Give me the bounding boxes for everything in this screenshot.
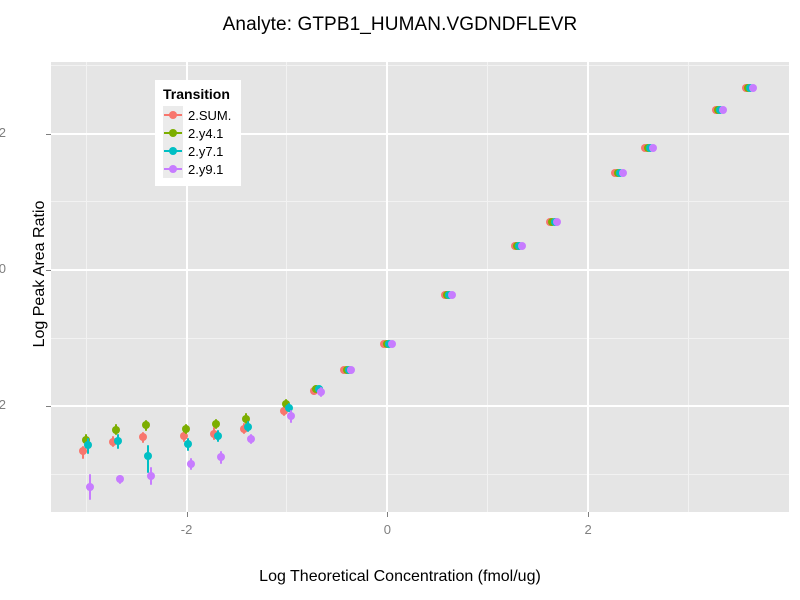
data-point [553,217,562,226]
data-point [618,169,627,178]
x-axis-tick-mark [588,512,590,517]
data-point [86,482,95,491]
data-point [216,452,225,461]
data-point [287,411,296,420]
data-point [184,439,193,448]
data-point [181,424,190,433]
data-point [387,340,396,349]
data-point [648,143,657,152]
legend-key-icon [163,124,183,142]
data-point [113,437,122,446]
legend-key-icon [163,142,183,160]
data-point [246,435,255,444]
data-point [139,433,148,441]
data-point [239,424,248,433]
gridline-minor-horizontal [51,474,789,475]
y-axis-tick-mark [46,406,51,408]
gridline-major-horizontal [51,132,789,135]
data-point [143,452,152,461]
x-axis-tick-label: -2 [180,522,193,537]
gridline-minor-vertical [688,62,690,512]
legend-item-3[interactable]: 2.y9.1 [163,160,231,178]
page-title: Analyte: GTPB1_HUMAN.VGDNDFLEVR [222,14,578,35]
legend-key-icon [163,160,183,178]
gridline-minor-horizontal [51,64,789,66]
y-axis-tick-label: -2 [0,397,6,413]
gridline-minor-vertical [487,62,489,512]
y-axis-tick-label: 0 [0,260,6,276]
gridline-major-vertical [587,62,590,512]
data-point [347,366,356,375]
legend-title: Transition [163,86,230,102]
x-axis-tick-mark [186,512,188,517]
data-point [83,441,92,450]
x-axis-label: Log Theoretical Concentration (fmol/ug) [259,568,541,585]
legend-item-label: 2.y4.1 [188,125,224,141]
data-point [244,422,253,431]
gridline-minor-horizontal [51,337,789,339]
data-point [284,403,293,412]
data-point [81,436,90,445]
data-point [279,407,288,416]
data-point [212,420,221,429]
gridline-minor-vertical [85,62,87,512]
data-point [749,83,758,92]
legend-key-icon [163,106,183,124]
x-axis-tick-label: 2 [584,522,592,537]
data-point [209,429,218,438]
data-point [141,421,150,430]
data-point [242,414,251,423]
data-point [282,399,291,408]
data-point [317,388,326,396]
y-axis-tick-mark [46,269,51,271]
x-axis-tick-label: 0 [383,522,391,537]
data-point [518,242,527,251]
data-point [111,425,120,434]
gridline-minor-vertical [286,62,288,512]
gridline-major-vertical [185,62,188,512]
legend-item-0[interactable]: 2.SUM. [163,106,231,124]
legend-item-label: 2.y9.1 [188,161,224,177]
y-axis-label: Log Peak Area Ratio [31,200,48,348]
gridline-minor-horizontal [51,201,789,203]
legend-item-1[interactable]: 2.y4.1 [163,124,231,142]
data-point [109,437,118,446]
data-point [116,475,125,484]
data-point [179,431,188,440]
legend: Transition 2.SUM. 2.y4.1 2.y7.1 2.y9.1 [155,80,242,186]
y-axis-tick-mark [46,133,51,135]
data-point [146,471,155,480]
x-axis-tick-mark [387,512,389,517]
gridline-major-vertical [386,62,389,512]
legend-item-2[interactable]: 2.y7.1 [163,142,231,160]
data-point [79,447,88,456]
gridline-major-horizontal [51,405,789,408]
gridline-major-horizontal [51,268,789,271]
data-point [718,105,727,114]
data-point [214,431,223,440]
legend-item-label: 2.SUM. [188,107,232,123]
legend-items: 2.SUM. 2.y4.1 2.y7.1 2.y9.1 [163,106,231,178]
y-axis-tick-label: 2 [0,124,6,140]
data-point [186,460,195,469]
legend-item-label: 2.y7.1 [188,143,224,159]
data-point [447,290,456,299]
